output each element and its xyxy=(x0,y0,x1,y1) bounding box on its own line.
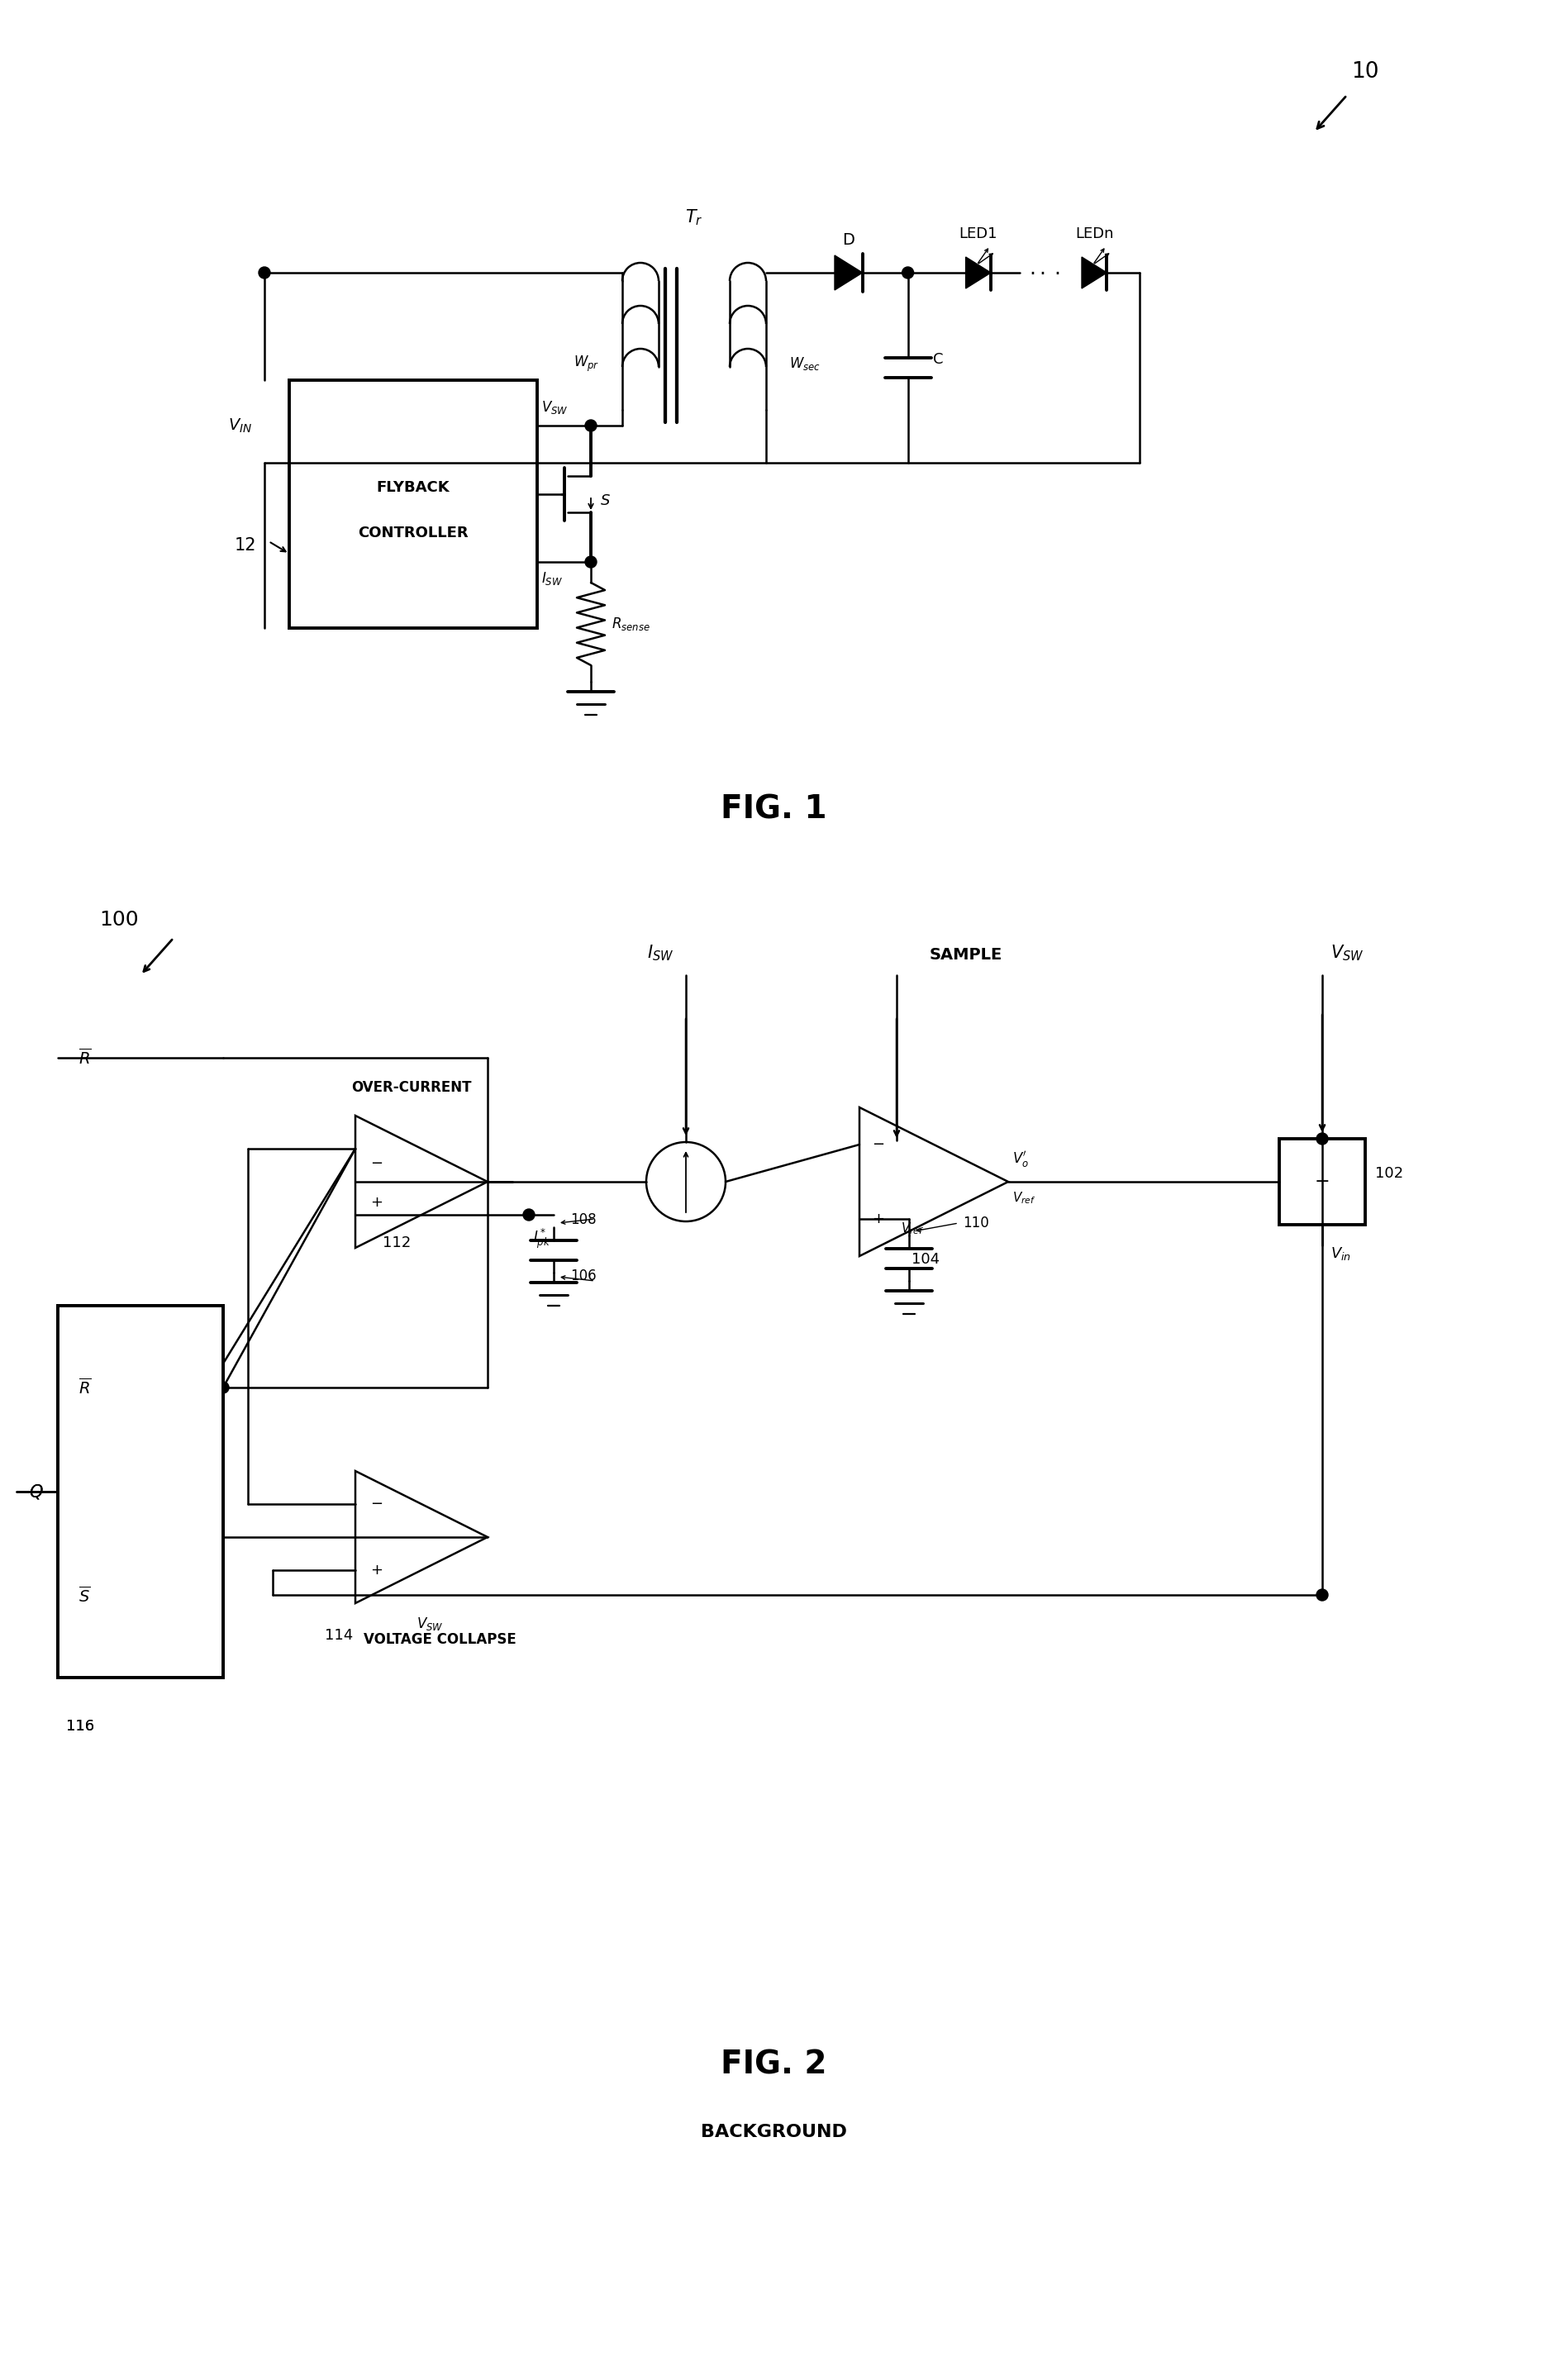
Text: FIG. 2: FIG. 2 xyxy=(721,2049,826,2080)
Text: $V_{SW}$: $V_{SW}$ xyxy=(1330,942,1364,964)
Circle shape xyxy=(585,419,597,431)
Text: $W_{pr}$: $W_{pr}$ xyxy=(574,355,599,374)
Text: $V_{in}$: $V_{in}$ xyxy=(1330,1245,1351,1261)
Text: Q: Q xyxy=(29,1483,43,1499)
Bar xyxy=(57,1307,223,1678)
Circle shape xyxy=(1316,1133,1327,1145)
Circle shape xyxy=(523,1209,535,1221)
Text: −: − xyxy=(370,1497,382,1511)
Circle shape xyxy=(1316,1590,1327,1602)
Text: SAMPLE: SAMPLE xyxy=(930,947,1002,964)
Text: 106: 106 xyxy=(571,1269,596,1283)
Text: $\overline{R}$: $\overline{R}$ xyxy=(79,1354,91,1373)
Text: $I_{SW}$: $I_{SW}$ xyxy=(647,942,673,964)
Text: $\overline{S}$: $\overline{S}$ xyxy=(79,1609,90,1630)
Text: 112: 112 xyxy=(382,1235,412,1250)
Circle shape xyxy=(217,1383,229,1392)
Text: $V_{ref}$: $V_{ref}$ xyxy=(1012,1190,1036,1204)
Text: VOLTAGE COLLAPSE: VOLTAGE COLLAPSE xyxy=(364,1633,517,1647)
Text: BACKGROUND: BACKGROUND xyxy=(701,2123,846,2140)
Text: +: + xyxy=(873,1211,885,1226)
Polygon shape xyxy=(835,255,862,290)
Circle shape xyxy=(258,267,271,278)
Text: S: S xyxy=(600,493,610,509)
Text: +: + xyxy=(370,1564,382,1578)
Bar xyxy=(1279,1138,1364,1226)
Text: $W_{sec}$: $W_{sec}$ xyxy=(789,355,820,371)
Text: FIG. 1: FIG. 1 xyxy=(721,793,826,826)
Text: 10: 10 xyxy=(1351,62,1378,83)
Text: $V_{SW}$: $V_{SW}$ xyxy=(541,400,568,416)
Text: LEDn: LEDn xyxy=(1075,226,1114,240)
Text: OVER-CURRENT: OVER-CURRENT xyxy=(351,1081,472,1095)
Text: 104: 104 xyxy=(911,1252,939,1266)
Text: Q: Q xyxy=(29,1483,43,1499)
Text: 102: 102 xyxy=(1375,1166,1403,1180)
Text: 116: 116 xyxy=(67,1718,94,1733)
Text: 116: 116 xyxy=(67,1718,94,1733)
Text: D: D xyxy=(843,233,854,248)
Text: $I_{SW}$: $I_{SW}$ xyxy=(541,571,563,588)
Text: CONTROLLER: CONTROLLER xyxy=(357,526,469,540)
Text: $R_{sense}$: $R_{sense}$ xyxy=(611,616,650,633)
Polygon shape xyxy=(1081,257,1106,288)
Text: C: C xyxy=(933,352,944,367)
Text: $V_{SW}$: $V_{SW}$ xyxy=(416,1616,442,1633)
Text: $V_o'$: $V_o'$ xyxy=(1012,1150,1029,1169)
Circle shape xyxy=(902,267,914,278)
Text: 108: 108 xyxy=(571,1211,596,1228)
Polygon shape xyxy=(965,257,990,288)
Text: +: + xyxy=(370,1195,382,1209)
Text: $V_{IN}$: $V_{IN}$ xyxy=(227,416,252,436)
Text: $\cdot\cdot\cdot$: $\cdot\cdot\cdot$ xyxy=(1029,262,1060,283)
Text: 12: 12 xyxy=(234,538,257,555)
Text: $T_r$: $T_r$ xyxy=(685,207,702,226)
Text: 114: 114 xyxy=(325,1628,353,1642)
Text: $I_{pk}^*$: $I_{pk}^*$ xyxy=(534,1228,551,1250)
Text: −: − xyxy=(873,1138,885,1152)
Text: $\overline{R}$: $\overline{R}$ xyxy=(79,1378,91,1397)
Bar xyxy=(57,1307,223,1678)
Text: 100: 100 xyxy=(99,909,139,931)
Text: −: − xyxy=(370,1157,382,1171)
Text: −: − xyxy=(1315,1173,1330,1190)
Text: $V_{ref}$: $V_{ref}$ xyxy=(900,1221,924,1235)
Text: $\overline{S}$: $\overline{S}$ xyxy=(79,1585,90,1606)
Text: FLYBACK: FLYBACK xyxy=(376,481,450,495)
Text: 110: 110 xyxy=(962,1216,989,1230)
Bar xyxy=(289,381,537,628)
Text: LED1: LED1 xyxy=(959,226,998,240)
Text: $\overline{R}$: $\overline{R}$ xyxy=(79,1047,91,1069)
Circle shape xyxy=(585,557,597,569)
